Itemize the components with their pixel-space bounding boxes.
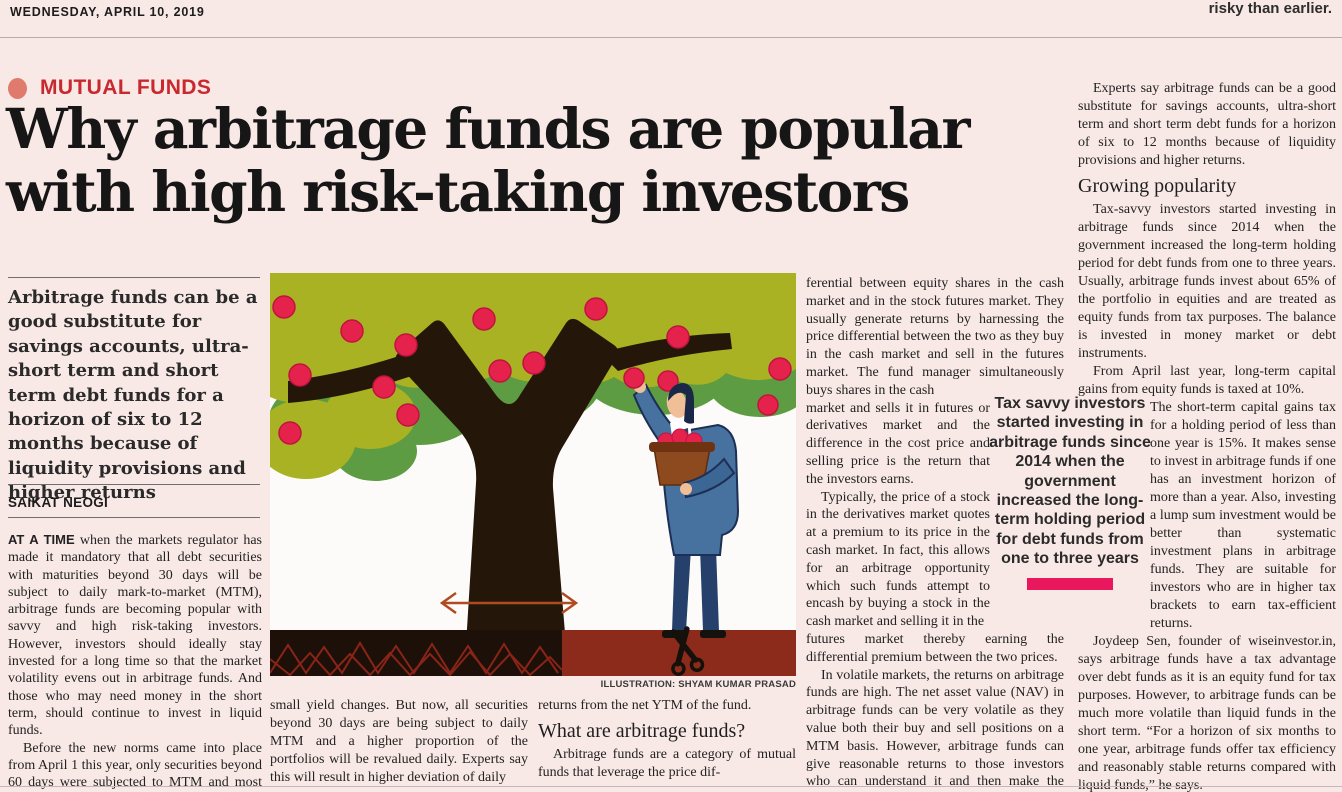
section-dot-icon	[8, 77, 27, 99]
apples	[272, 295, 792, 445]
body-column-5: Experts say arbitrage funds can be a goo…	[1078, 80, 1336, 792]
ground-zigzag-pattern	[270, 641, 563, 676]
man-hand	[680, 483, 692, 495]
wrapped-text-beside-pull-quote: The short-term capital gains tax for a h…	[1150, 399, 1336, 633]
lead-in: AT A TIME	[8, 532, 75, 547]
man-leg	[700, 548, 719, 631]
man-face	[666, 390, 688, 418]
section-header: MUTUAL FUNDS	[8, 76, 211, 100]
byline-rule	[8, 517, 260, 518]
pull-quote: Tax savvy investors started investing in…	[988, 394, 1152, 590]
standfirst-top-rule	[8, 277, 260, 278]
headline: Why arbitrage funds are popular with hig…	[6, 96, 971, 224]
paragraph: ferential between equity shares in the c…	[806, 276, 1064, 398]
scissors-icon	[670, 626, 705, 676]
article-overflow-text: risky than earlier.	[1208, 0, 1332, 17]
pull-quote-text: Tax savvy investors started investing in…	[989, 395, 1151, 568]
masthead-date: WEDNESDAY, APRIL 10, 2019	[10, 5, 205, 19]
basket-rim	[649, 442, 715, 452]
paragraph: Joydeep Sen, founder of wiseinvestor.in,…	[1078, 634, 1336, 792]
pull-quote-bar	[1027, 577, 1113, 590]
width-arrow-icon	[439, 591, 579, 615]
paragraph: Tax-savvy investors started investing in…	[1078, 202, 1336, 361]
wrapped-text-beside-pull-quote: market and sells it in futures or deriva…	[806, 400, 990, 631]
body-column-3: returns from the net YTM of the fund. Wh…	[538, 697, 796, 782]
section-label: MUTUAL FUNDS	[40, 76, 212, 99]
man-leg	[672, 548, 691, 631]
body-column-2: small yield changes. But now, all securi…	[270, 697, 528, 787]
body-column-1: AT A TIME when the markets regulator has…	[8, 531, 262, 792]
bottom-rule	[0, 786, 1342, 787]
paragraph: Experts say arbitrage funds can be a goo…	[1078, 81, 1336, 168]
man-hair	[668, 383, 694, 424]
man-forearm	[682, 457, 736, 499]
illustration-credit: ILLUSTRATION: SHYAM KUMAR PRASAD	[600, 679, 796, 690]
standfirst: Arbitrage funds can be a good substitute…	[8, 287, 258, 504]
top-rule	[0, 37, 1342, 38]
paragraph: small yield changes. But now, all securi…	[270, 698, 528, 785]
man-figure	[623, 367, 740, 638]
paragraph: Arbitrage funds are a category of mutual…	[538, 747, 796, 780]
paragraph: AT A TIME when the markets regulator has…	[8, 532, 262, 739]
apple-tree-illustration	[270, 273, 796, 676]
paragraph: Typically, the price of a stock in the d…	[806, 489, 990, 630]
paragraph: Before the new norms came into place fro…	[8, 740, 262, 791]
paragraph: futures market thereby earning the diffe…	[806, 631, 1064, 665]
subheading-growing-popularity: Growing popularity	[1078, 175, 1237, 197]
paragraph: The short-term capital gains tax for a h…	[1150, 400, 1336, 631]
tree-trunk	[288, 318, 732, 645]
picked-apple	[623, 367, 645, 389]
paragraph: From April last year, long-term capital …	[1078, 364, 1336, 397]
body-column-4: ferential between equity shares in the c…	[806, 275, 1064, 792]
paragraph: market and sells it in futures or deriva…	[806, 400, 990, 487]
byline: SAIKAT NEOGI	[8, 495, 109, 510]
subheading-what-are-arbitrage-funds: What are arbitrage funds?	[538, 720, 746, 742]
paragraph: returns from the net YTM of the fund.	[538, 698, 752, 713]
paragraph: In volatile markets, the returns on arbi…	[806, 667, 1064, 790]
standfirst-bottom-rule	[8, 484, 260, 485]
man-shoe	[700, 630, 726, 638]
